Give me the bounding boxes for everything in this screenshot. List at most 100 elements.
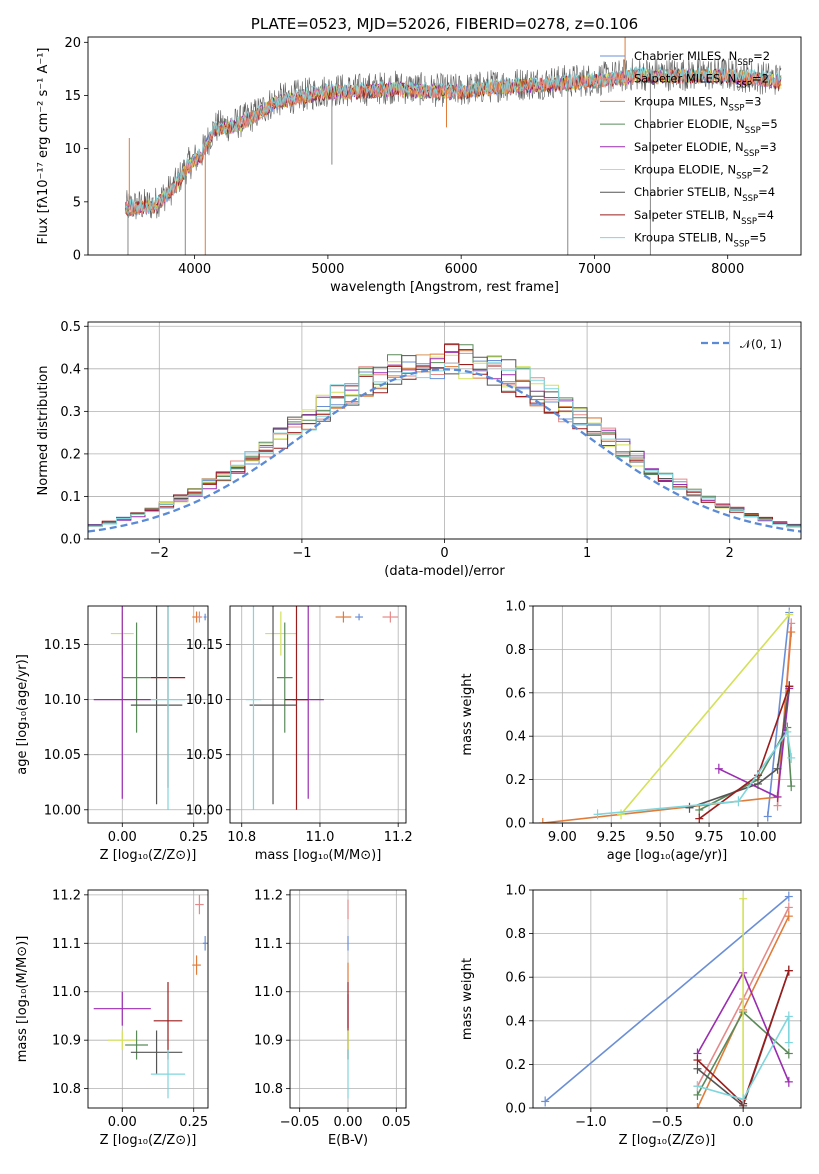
legend-val: =4 xyxy=(757,208,774,222)
x-tick-label: −1.0 xyxy=(575,1115,607,1130)
y-axis-label: age [log₁₀(age/yr)] xyxy=(15,654,30,775)
x-tick-label: 6000 xyxy=(445,262,478,277)
legend-val: =3 xyxy=(760,140,777,154)
y-tick-label: 10.15 xyxy=(186,638,223,653)
y-tick-label: 15 xyxy=(64,89,81,104)
x-tick-label: 9.25 xyxy=(597,830,626,845)
x-tick-label: 5000 xyxy=(311,262,344,277)
legend-normal-label: 𝒩(0, 1) xyxy=(740,337,782,351)
y-tick-label: 0.8 xyxy=(505,643,526,658)
x-axis-label: Z [log₁₀(Z/Z⊙)] xyxy=(100,848,197,863)
legend-sub: SSP xyxy=(729,103,745,113)
x-tick-label: −1 xyxy=(292,546,311,561)
x-axis-label: mass [log₁₀(M/M⊙)] xyxy=(255,848,382,863)
x-tick-label: 2 xyxy=(726,546,734,561)
x-tick-label: 0.0 xyxy=(733,1115,754,1130)
age-vs-mass-group xyxy=(245,606,399,810)
weight-vs-age-group xyxy=(538,607,796,823)
weight-line xyxy=(766,612,791,817)
x-tick-label: 0 xyxy=(440,546,448,561)
legend-name: Chabrier ELODIE, N xyxy=(634,117,745,131)
y-tick-label: 11.0 xyxy=(52,985,81,1000)
x-tick-label: 11.0 xyxy=(305,830,334,845)
residuals-group xyxy=(88,343,801,533)
y-tick-label: 10.00 xyxy=(186,803,223,818)
weight-line xyxy=(544,895,790,1103)
y-tick-label: 20 xyxy=(64,36,81,51)
axes-frame xyxy=(532,889,802,1109)
legend-sub: SSP xyxy=(745,126,761,136)
y-tick-label: 5 xyxy=(73,195,81,210)
y-tick-label: 0.0 xyxy=(505,1102,526,1117)
legend-val: =2 xyxy=(752,72,769,86)
x-tick-label: 9.00 xyxy=(548,830,577,845)
normal-curve xyxy=(88,368,801,533)
x-tick-label: −0.05 xyxy=(280,1115,320,1130)
weight-line xyxy=(620,614,790,815)
x-axis-label: Z [log₁₀(Z/Z⊙)] xyxy=(100,1133,197,1148)
legend-name: Kroupa ELODIE, N xyxy=(634,163,736,177)
y-tick-label: 1.0 xyxy=(505,884,526,899)
legend-sub: SSP xyxy=(734,240,750,250)
y-tick-label: 0.8 xyxy=(505,927,526,942)
x-tick-label: 8000 xyxy=(711,262,744,277)
x-tick-label: 9.50 xyxy=(646,830,675,845)
legend-sub: SSP xyxy=(741,217,757,227)
y-tick-label: 11.0 xyxy=(254,985,283,1000)
x-tick-label: 0.05 xyxy=(382,1115,411,1130)
x-tick-label: 0.00 xyxy=(108,1115,137,1130)
axes-frame xyxy=(532,605,802,824)
age-vs-Z-group xyxy=(93,606,207,810)
y-tick-label: 10.8 xyxy=(254,1082,283,1097)
y-tick-label: 11.2 xyxy=(254,888,283,903)
legend-val: =2 xyxy=(753,49,770,63)
y-tick-label: 10.8 xyxy=(52,1082,81,1097)
y-tick-label: 0.1 xyxy=(60,490,81,505)
residual-histogram xyxy=(88,361,801,530)
axes-frame xyxy=(289,889,407,1109)
legend-sub: SSP xyxy=(736,81,752,91)
legend-val: =5 xyxy=(761,117,778,131)
x-axis-label: Z [log₁₀(Z/Z⊙)] xyxy=(619,1133,716,1148)
legend-entry: Kroupa STELIB, NSSP=5 xyxy=(634,231,766,250)
x-tick-label: 10.00 xyxy=(739,830,776,845)
weight-line xyxy=(697,1016,790,1101)
spectrum-line xyxy=(124,68,782,217)
y-tick-label: 0.3 xyxy=(60,405,81,420)
y-tick-label: 10.00 xyxy=(44,803,81,818)
x-tick-label: 1 xyxy=(583,546,591,561)
y-tick-label: 10.05 xyxy=(44,748,81,763)
legend-name: Chabrier STELIB, N xyxy=(634,185,742,199)
weight-line xyxy=(689,686,791,809)
axes-frame xyxy=(87,321,802,540)
legend-name: Salpeter ELODIE, N xyxy=(634,140,744,154)
y-tick-label: 10.10 xyxy=(44,693,81,708)
x-axis-label: E(B-V) xyxy=(328,1133,368,1148)
legend-entry: Salpeter ELODIE, NSSP=3 xyxy=(634,140,777,159)
y-axis-label: Normed distribution xyxy=(36,366,51,496)
x-tick-label: 7000 xyxy=(578,262,611,277)
axes-frame xyxy=(229,605,407,824)
legend-val: =2 xyxy=(752,163,769,177)
y-axis-label: mass [log₁₀(M/M⊙)] xyxy=(15,936,30,1063)
spectrum-title: PLATE=0523, MJD=52026, FIBERID=0278, z=0… xyxy=(251,15,638,33)
weight-line xyxy=(542,631,792,823)
y-tick-label: 0.2 xyxy=(505,773,526,788)
y-tick-label: 0.4 xyxy=(505,730,526,745)
spectrum-line xyxy=(124,66,782,215)
y-tick-label: 0.4 xyxy=(60,362,81,377)
legend-entry: Kroupa MILES, NSSP=3 xyxy=(634,94,761,113)
axes-frame xyxy=(87,889,209,1109)
legend-name: Chabrier MILES, N xyxy=(634,49,737,63)
y-tick-label: 0.6 xyxy=(505,686,526,701)
y-tick-label: 0.2 xyxy=(60,447,81,462)
y-axis-label: mass weight xyxy=(460,958,475,1040)
legend-entry: Salpeter MILES, NSSP=2 xyxy=(634,72,769,91)
legend-sub: SSP xyxy=(737,58,753,68)
legend-val: =3 xyxy=(744,94,761,108)
y-tick-label: 10.10 xyxy=(186,693,223,708)
axes-frame xyxy=(87,36,802,256)
x-axis-label: wavelength [Angstrom, rest frame] xyxy=(330,280,559,295)
weight-line xyxy=(597,729,792,816)
weight-vs-Z-group xyxy=(541,891,793,1108)
